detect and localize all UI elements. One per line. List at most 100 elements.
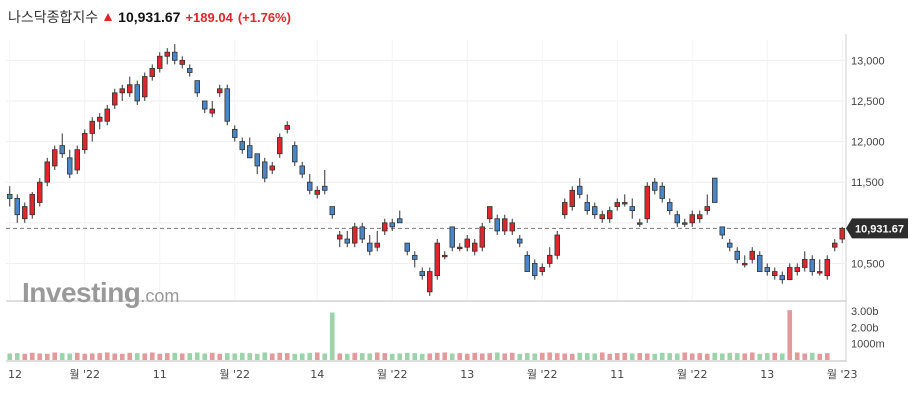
candle-body-up: [82, 133, 88, 151]
volume-bar: [149, 352, 155, 360]
volume-bar: [112, 353, 118, 360]
candle-body-down: [524, 254, 530, 272]
volume-bar: [262, 352, 268, 360]
candle: [427, 267, 433, 296]
volume-bar: [652, 353, 658, 360]
x-tick-label: 월 '22: [677, 368, 708, 381]
volume-bar: [509, 352, 515, 360]
candle: [374, 230, 380, 252]
volume-bar: [742, 353, 748, 360]
candle-body-down: [494, 218, 500, 232]
candle-body-up: [599, 214, 605, 220]
volume-bar: [794, 352, 800, 360]
candle: [344, 230, 350, 248]
volume-bar: [172, 352, 178, 360]
candle-body-down: [14, 198, 20, 216]
candle-body-down: [359, 226, 365, 240]
candle-body-up: [824, 258, 830, 277]
candle-body-up: [539, 267, 545, 272]
chart-header: 나스닥종합지수 10,931.67 +189.04 (+1.76%): [8, 6, 291, 28]
volume-bar: [104, 352, 110, 360]
candle-body-down: [59, 145, 65, 155]
candle: [52, 145, 58, 170]
candle: [749, 247, 755, 264]
candle-body-up: [794, 267, 800, 272]
candle: [412, 251, 418, 268]
x-tick-label: 월 '22: [377, 368, 408, 381]
candle: [787, 263, 793, 281]
volume-bar: [539, 352, 545, 360]
candle: [839, 226, 845, 244]
volume-bar: [569, 353, 575, 360]
candle-body-up: [464, 238, 470, 248]
volume-bar: [599, 352, 605, 360]
candle-body-up: [472, 242, 478, 252]
volume-bar: [164, 353, 170, 360]
candle-body-down: [577, 185, 583, 195]
price-change: +189.04: [185, 9, 233, 25]
index-name: 나스닥종합지수: [8, 10, 99, 26]
candle: [397, 210, 403, 224]
volume-bar: [809, 352, 815, 360]
candle: [149, 64, 155, 81]
candle: [217, 84, 223, 97]
volume-bar: [119, 353, 125, 360]
candle-body-up: [52, 149, 58, 167]
candle: [637, 218, 643, 227]
candle-body-up: [382, 222, 388, 232]
candle-body-up: [644, 185, 650, 220]
candle-body-up: [119, 88, 125, 94]
volume-bar: [704, 353, 710, 360]
candle-body-down: [292, 145, 298, 163]
candle-body-up: [479, 226, 485, 248]
candle-body-up: [749, 250, 755, 260]
candle-body-down: [194, 80, 200, 94]
candle-body-down: [224, 88, 230, 122]
candle-body-down: [779, 275, 785, 281]
volume-bar: [254, 353, 260, 360]
volume-bar: [202, 353, 208, 360]
current-price: 10,931.67: [118, 9, 181, 25]
volume-bar: [352, 352, 358, 360]
volume-bar: [97, 353, 103, 360]
candle: [479, 222, 485, 252]
candle: [142, 72, 148, 101]
volume-bar: [269, 353, 275, 360]
candle: [82, 129, 88, 154]
candle-body-down: [712, 177, 718, 203]
candle: [97, 113, 103, 130]
candle-body-up: [209, 108, 215, 114]
x-tick-label: 12: [8, 368, 22, 381]
candle-body-down: [329, 206, 335, 216]
candle: [292, 141, 298, 166]
candle-body-up: [74, 149, 80, 171]
candle: [112, 88, 118, 110]
volume-bar: [404, 352, 410, 360]
candle-body-down: [809, 258, 815, 272]
candle-body-up: [127, 84, 133, 94]
volume-bar: [217, 353, 223, 360]
candle: [622, 194, 628, 207]
candle: [157, 52, 163, 73]
candle-body-down: [202, 100, 208, 110]
candle: [757, 251, 763, 272]
volume-bar: [277, 352, 283, 360]
candle-body-up: [314, 189, 320, 195]
candle-body-up: [37, 181, 43, 203]
candle-body-down: [659, 185, 665, 199]
candle-body-down: [247, 145, 253, 159]
candle: [494, 214, 500, 235]
candle-body-up: [427, 271, 433, 293]
candle-body-down: [67, 157, 73, 175]
candle-body-down: [187, 68, 193, 73]
candle: [337, 230, 343, 248]
candle: [509, 218, 515, 235]
candle: [329, 206, 335, 219]
volume-bar: [359, 353, 365, 360]
x-tick-label: 월 '22: [69, 368, 100, 381]
volume-bar: [194, 352, 200, 360]
x-tick-label: 11: [153, 368, 167, 381]
candle: [832, 239, 838, 252]
candle: [89, 117, 95, 142]
